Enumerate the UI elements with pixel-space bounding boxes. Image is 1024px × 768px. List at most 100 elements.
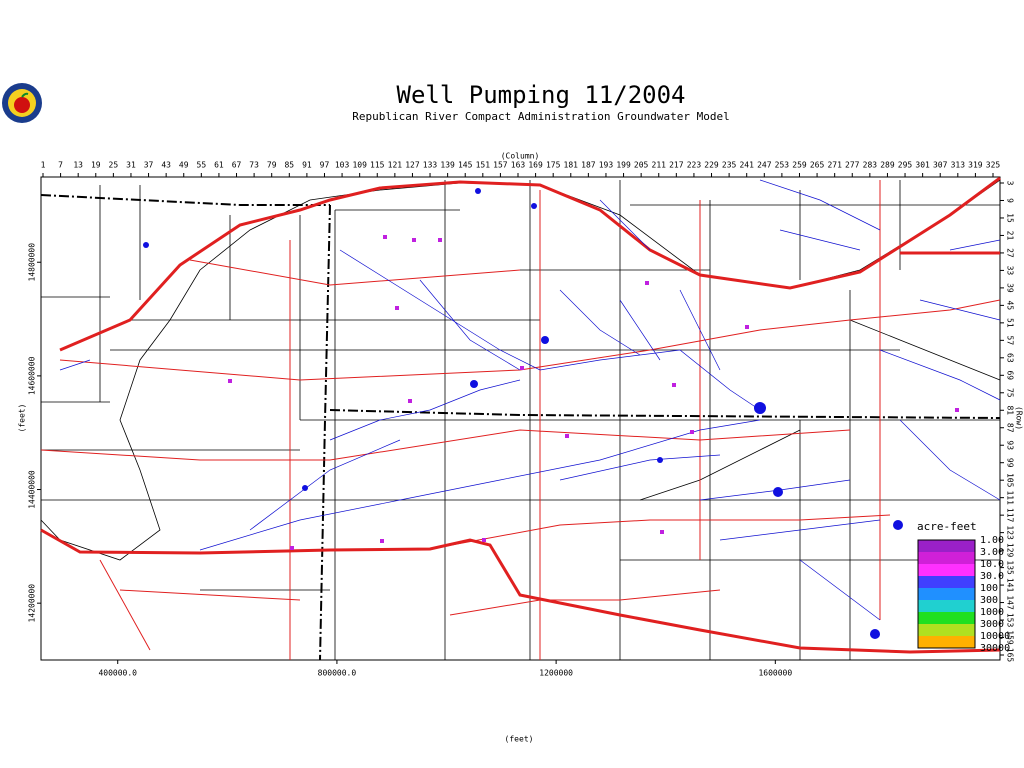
row-tick-label: 123: [1006, 525, 1015, 540]
column-tick-label: 229: [704, 161, 719, 170]
y-tick-label: 14200000: [28, 584, 37, 623]
column-tick-label: 295: [898, 161, 913, 170]
x-tick-label: 1600000: [758, 669, 792, 678]
column-tick-label: 277: [845, 161, 860, 170]
column-tick-label: 313: [951, 161, 966, 170]
row-tick-label: 159: [1006, 630, 1015, 645]
row-tick-label: 15: [1006, 213, 1015, 223]
legend-label: 30.0: [980, 571, 1004, 582]
column-tick-label: 7: [58, 161, 63, 170]
legend-color-band: [918, 564, 975, 576]
y-axis-label: (feet): [18, 404, 27, 433]
column-tick-label: 205: [634, 161, 649, 170]
column-tick-label: 175: [546, 161, 561, 170]
row-tick-label: 111: [1006, 490, 1015, 505]
column-tick-label: 109: [352, 161, 367, 170]
column-tick-label: 91: [302, 161, 312, 170]
row-tick-label: 81: [1006, 405, 1015, 415]
legend-label: 100: [980, 583, 998, 594]
row-tick-label: 69: [1006, 370, 1015, 380]
column-tick-label: 301: [915, 161, 930, 170]
row-tick-label: 147: [1006, 595, 1015, 610]
row-tick-label: 135: [1006, 560, 1015, 575]
column-tick-label: 253: [775, 161, 790, 170]
column-tick-label: 127: [405, 161, 420, 170]
column-tick-label: 25: [109, 161, 119, 170]
row-tick-label: 141: [1006, 578, 1015, 593]
row-tick-label: 129: [1006, 543, 1015, 558]
column-tick-label: 73: [249, 161, 259, 170]
column-tick-label: 13: [73, 161, 83, 170]
column-tick-label: 103: [335, 161, 350, 170]
column-tick-label: 307: [933, 161, 948, 170]
column-tick-label: 259: [792, 161, 807, 170]
logo: [2, 83, 42, 123]
column-tick-label: 235: [722, 161, 737, 170]
row-tick-label: 153: [1006, 613, 1015, 628]
legend-label: 1.00: [980, 535, 1004, 546]
legend-label: 10000: [980, 631, 1010, 642]
legend-label: 3000: [980, 619, 1004, 630]
column-tick-label: 265: [810, 161, 825, 170]
x-tick-label: 800000.0: [318, 669, 357, 678]
x-tick-label: 1200000: [539, 669, 573, 678]
y-tick-label: 14600000: [28, 356, 37, 395]
row-tick-label: 165: [1006, 648, 1015, 663]
column-tick-label: 241: [739, 161, 754, 170]
legend-label: 10.0: [980, 559, 1004, 570]
row-tick-label: 27: [1006, 248, 1015, 258]
column-tick-label: 85: [284, 161, 294, 170]
column-tick-label: 61: [214, 161, 224, 170]
column-tick-label: 145: [458, 161, 473, 170]
column-tick-label: 181: [564, 161, 579, 170]
column-tick-label: 139: [440, 161, 455, 170]
column-tick-label: 49: [179, 161, 189, 170]
column-tick-label: 31: [126, 161, 136, 170]
legend-frame: [917, 539, 976, 649]
legend-color-band: [918, 600, 975, 612]
column-tick-label: 211: [652, 161, 667, 170]
legend-label: 3.00: [980, 547, 1004, 558]
title: Well Pumping 11/2004: [397, 81, 686, 109]
legend-color-band: [918, 612, 975, 624]
row-tick-label: 45: [1006, 301, 1015, 311]
legend-color-band: [918, 576, 975, 588]
column-tick-label: 133: [423, 161, 438, 170]
legend-color-band: [918, 588, 975, 600]
row-tick-label: 33: [1006, 266, 1015, 276]
column-tick-label: 151: [476, 161, 491, 170]
row-tick-label: 87: [1006, 423, 1015, 433]
row-tick-label: 75: [1006, 388, 1015, 398]
legend-label: 30000: [980, 643, 1010, 654]
x-tick-label: 400000.0: [98, 669, 137, 678]
column-label: (Column): [501, 152, 540, 161]
column-tick-label: 289: [880, 161, 895, 170]
y-tick-label: 14400000: [28, 470, 37, 509]
row-tick-label: 117: [1006, 508, 1015, 523]
column-tick-label: 97: [320, 161, 330, 170]
column-tick-label: 217: [669, 161, 684, 170]
column-tick-label: 325: [986, 161, 1001, 170]
row-tick-label: 57: [1006, 336, 1015, 346]
column-tick-label: 187: [581, 161, 596, 170]
column-tick-label: 121: [388, 161, 403, 170]
column-tick-label: 79: [267, 161, 277, 170]
legend-color-band: [918, 636, 975, 648]
column-tick-label: 115: [370, 161, 385, 170]
column-tick-label: 157: [493, 161, 508, 170]
column-tick-label: 37: [144, 161, 154, 170]
x-axis-label: (feet): [505, 735, 534, 744]
column-tick-label: 19: [91, 161, 101, 170]
row-tick-label: 63: [1006, 353, 1015, 363]
column-tick-label: 55: [197, 161, 207, 170]
column-tick-label: 43: [161, 161, 171, 170]
column-tick-label: 163: [511, 161, 526, 170]
legend-color-band: [918, 540, 975, 552]
column-tick-label: 223: [687, 161, 702, 170]
column-tick-label: 169: [528, 161, 543, 170]
legend-label: 1000: [980, 607, 1004, 618]
row-tick-label: 99: [1006, 458, 1015, 468]
column-tick-label: 193: [599, 161, 614, 170]
legend: acre-feet 1.003.0010.030.010030010003000…: [917, 520, 1010, 654]
column-tick-label: 283: [863, 161, 878, 170]
